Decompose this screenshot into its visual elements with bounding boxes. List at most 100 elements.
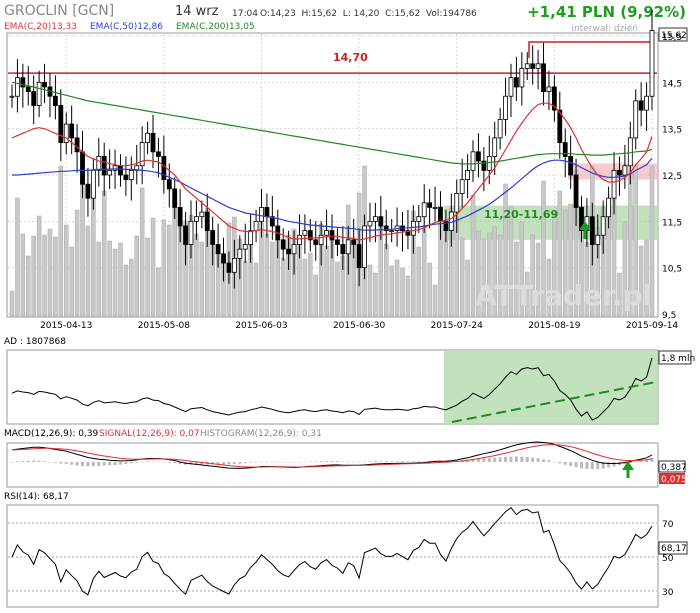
- volume-bar: [492, 226, 497, 317]
- candle-body: [139, 142, 145, 167]
- macd-hist-bar: [379, 461, 383, 462]
- macd-hist-bar: [108, 462, 112, 466]
- x-tick-label: 2015-06-30: [333, 321, 386, 331]
- candle-body: [96, 156, 102, 171]
- ad-panel-frame: [6, 349, 659, 425]
- macd-hist-bar: [297, 462, 301, 463]
- volume-bar: [85, 225, 91, 317]
- candle-body: [280, 239, 286, 250]
- candle-body: [52, 95, 58, 106]
- ad-trendline: [451, 381, 657, 423]
- price-change: +1,41 PLN (9,92%): [527, 3, 686, 21]
- candle-body: [307, 230, 313, 241]
- volume-bar: [633, 165, 638, 317]
- volume-bar: [525, 271, 530, 317]
- header-quote: O:14,23 H:15,62 L: 14,20 C:15,62 Vol:194…: [260, 9, 477, 19]
- rsi-line: [11, 507, 653, 596]
- last-price-label: 15,62: [661, 31, 687, 41]
- date-axis: 2015-04-13 2015-05-08 2015-06-03 2015-06-30…: [40, 321, 678, 331]
- macd-panel-frame: [6, 442, 659, 488]
- macd-hist-bar: [645, 460, 649, 462]
- volume-bar: [400, 267, 405, 317]
- ema20-legend: EMA(C,20)13,33: [4, 22, 77, 32]
- macd-hist-bar: [487, 457, 491, 462]
- candle-body: [546, 86, 552, 93]
- candle-body: [443, 220, 449, 231]
- macd-hist-bar: [10, 462, 14, 463]
- rsi-last-box: [658, 541, 688, 555]
- candle-body: [465, 169, 470, 181]
- candle-body: [145, 132, 150, 143]
- ad-last-label: 1,8 mln: [661, 354, 695, 364]
- macd-hist-bar: [292, 462, 296, 463]
- macd-hist-bar: [146, 461, 150, 462]
- volume-bar: [416, 246, 422, 317]
- candle-body: [340, 244, 346, 255]
- volume-bar: [568, 203, 573, 317]
- volume-bar: [508, 205, 514, 317]
- volume-bar: [264, 233, 270, 317]
- macd-hist-bar: [363, 461, 367, 463]
- volume-bar: [101, 190, 107, 317]
- volume-bar: [112, 248, 118, 317]
- candle-body: [80, 151, 85, 185]
- watermark: ATTrader.pl: [475, 279, 652, 312]
- candle-body: [112, 165, 118, 171]
- macd-hist-bar: [287, 462, 291, 463]
- candle-body: [204, 211, 210, 231]
- macd-hist-bar: [167, 462, 171, 463]
- macd-hist-bar: [422, 461, 426, 462]
- macd-hist-bar: [276, 461, 280, 463]
- rsi-panel-frame: [6, 504, 659, 608]
- candle-body: [476, 151, 481, 162]
- candle-body: [172, 188, 178, 208]
- candle-body: [31, 91, 37, 106]
- volume-bar: [649, 165, 655, 317]
- macd-up-arrow-icon: [622, 461, 634, 478]
- header-time: 17:04: [232, 9, 258, 19]
- macd-hist-bar: [265, 461, 269, 463]
- macd-hist-bar: [75, 462, 79, 466]
- volume-bar: [546, 258, 552, 317]
- volume-bar: [47, 228, 53, 317]
- candle-body: [20, 77, 26, 88]
- volume-bar: [514, 241, 519, 317]
- volume-bar: [96, 241, 102, 317]
- candle-body: [335, 239, 340, 245]
- candle-body: [530, 63, 536, 69]
- macd-hist-bar: [650, 458, 654, 462]
- macd-hist-bar: [401, 461, 405, 462]
- volume-bar: [36, 215, 42, 317]
- macd-hist-bar: [552, 461, 556, 463]
- macd-hist-bar: [124, 462, 128, 465]
- volume-bar: [139, 187, 145, 317]
- macd-hist-bar: [270, 461, 274, 463]
- candle-body: [74, 137, 80, 153]
- candle-body: [568, 156, 574, 176]
- volume-bar: [42, 234, 47, 317]
- candle-body: [69, 123, 75, 139]
- macd-hist-bar: [281, 462, 285, 463]
- candle-body: [123, 174, 129, 181]
- candle-body: [644, 95, 649, 111]
- volume-bar: [107, 240, 112, 317]
- volume-bar: [9, 290, 15, 317]
- macd-hist-bar: [86, 462, 90, 467]
- candle-body: [481, 160, 487, 171]
- macd-hist-bar: [596, 462, 600, 470]
- candle-body: [313, 239, 319, 245]
- macd-hist-bar: [357, 461, 361, 463]
- candle-body: [470, 151, 476, 171]
- volume-bar: [557, 190, 563, 317]
- volume-bar: [123, 264, 129, 317]
- candle-body: [573, 174, 579, 208]
- volume-bar: [313, 274, 318, 317]
- macd-hist-bar: [70, 462, 74, 465]
- candle-body: [595, 234, 601, 245]
- macd-hist-bar: [498, 457, 502, 462]
- volume-bar: [519, 221, 525, 317]
- candle-body: [372, 216, 378, 222]
- interval-label: interwał: dzień: [572, 24, 638, 34]
- volume-bar: [74, 209, 80, 317]
- volume-bar: [156, 267, 161, 317]
